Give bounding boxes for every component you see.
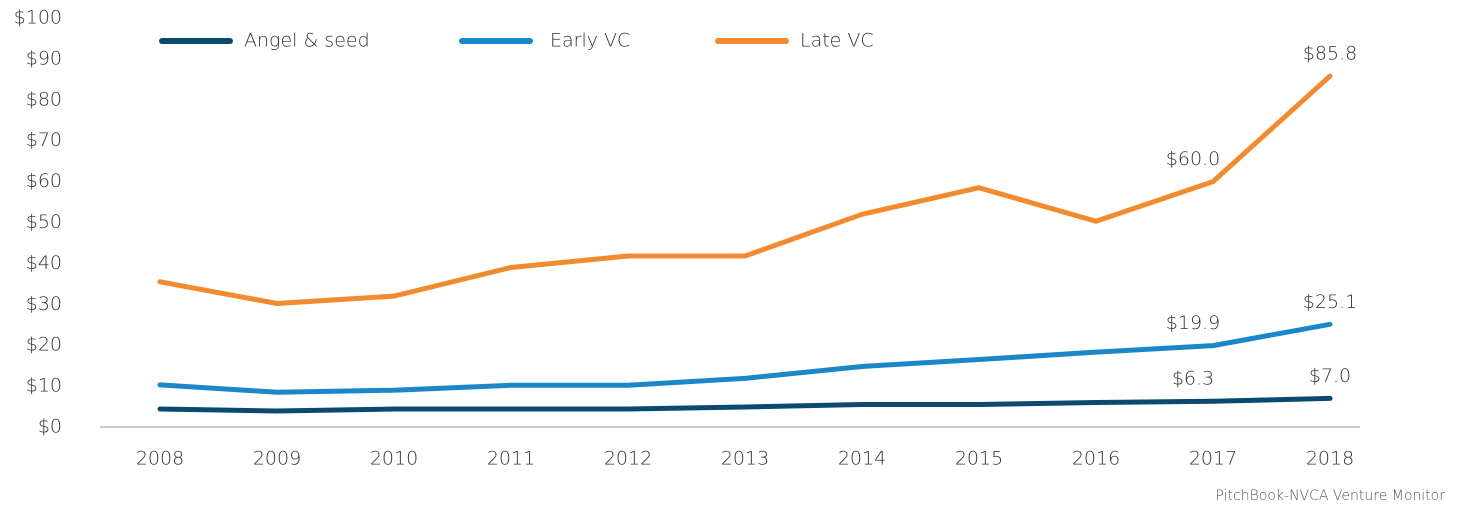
y-tick-label: $100	[14, 7, 62, 29]
y-tick-label: $40	[26, 252, 62, 274]
x-tick-label: 2008	[136, 448, 184, 470]
x-tick-label: 2018	[1306, 448, 1354, 470]
data-label: $85.8	[1303, 43, 1357, 65]
legend-label: Early VC	[550, 30, 630, 52]
x-tick-label: 2014	[838, 448, 886, 470]
y-tick-label: $70	[26, 129, 62, 151]
data-label: $25.1	[1303, 291, 1357, 313]
x-tick-label: 2012	[604, 448, 652, 470]
y-tick-label: $80	[26, 88, 62, 110]
legend-label: Late VC	[800, 30, 874, 52]
data-label: $7.0	[1309, 365, 1351, 387]
source: PitchBook-NVCA Venture Monitor	[1216, 488, 1446, 504]
x-tick-label: 2015	[955, 448, 1003, 470]
y-tick-label: $10	[26, 375, 62, 397]
y-tick-label: $90	[26, 47, 62, 69]
series-line	[157, 73, 1333, 306]
x-tick-label: 2016	[1072, 448, 1120, 470]
series-line	[157, 395, 1333, 414]
data-label: $60.0	[1166, 148, 1220, 170]
x-tick-label: 2009	[253, 448, 301, 470]
y-tick-label: $20	[26, 334, 62, 356]
data-label: $6.3	[1172, 368, 1214, 390]
x-tick-label: 2013	[721, 448, 769, 470]
y-tick-label: $60	[26, 170, 62, 192]
y-tick-label: $30	[26, 293, 62, 315]
data-label: $19.9	[1166, 312, 1220, 334]
y-tick-label: $50	[26, 211, 62, 233]
x-tick-label: 2010	[370, 448, 418, 470]
x-tick-label: 2011	[487, 448, 535, 470]
series-line	[157, 321, 1333, 395]
legend-label: Angel & seed	[244, 30, 370, 52]
y-tick-label: $0	[38, 416, 62, 438]
x-tick-label: 2017	[1189, 448, 1237, 470]
